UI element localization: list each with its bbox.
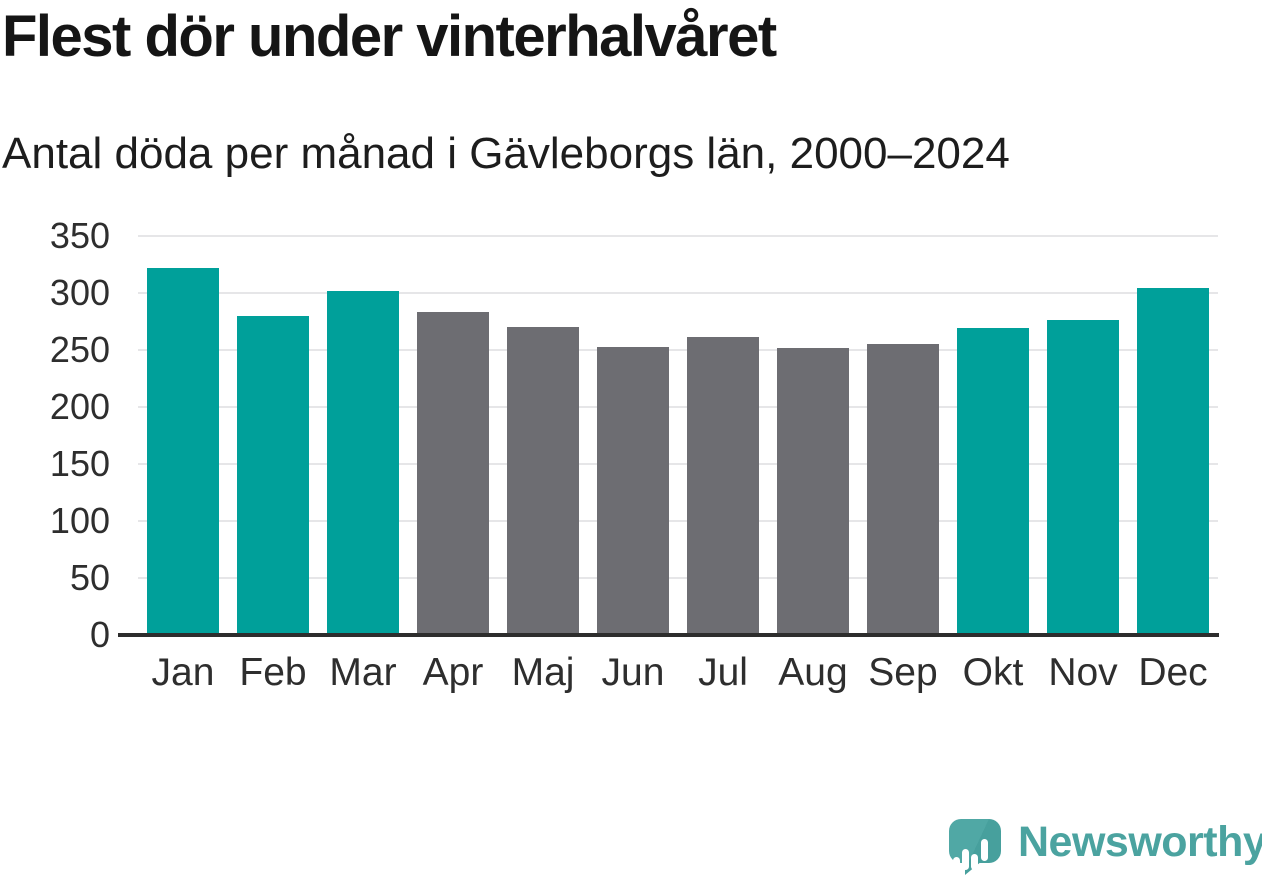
x-tick-label-jul: Jul [698, 651, 748, 694]
brand-name: Newsworthy [1018, 818, 1262, 866]
logo-bar-chart-icon [962, 849, 969, 870]
newsworthy-logo-icon [945, 810, 1003, 877]
y-tick-label-100: 100 [49, 500, 110, 541]
logo-bar-chart-icon [953, 857, 960, 870]
bar-jul [687, 337, 759, 635]
x-tick-label-maj: Maj [511, 651, 575, 694]
x-tick-label-feb: Feb [239, 651, 307, 694]
x-tick-label-dec: Dec [1138, 651, 1208, 694]
y-tick-label-50: 50 [69, 557, 110, 598]
y-tick-label-350: 350 [49, 215, 110, 256]
chart-subtitle: Antal döda per månad i Gävleborgs län, 2… [2, 129, 1010, 178]
x-tick-label-jan: Jan [151, 651, 215, 694]
gridline-100 [138, 520, 1218, 523]
gridline-350 [138, 235, 1218, 237]
y-tick-label-300: 300 [49, 272, 110, 313]
bar-apr [417, 312, 489, 635]
y-tick-label-200: 200 [49, 386, 110, 427]
y-tick-label-0: 0 [89, 614, 110, 655]
x-axis-line [118, 633, 1219, 637]
brand-logo: Newsworthy [945, 810, 1262, 877]
gridline-200 [138, 406, 1218, 409]
bar-nov [1047, 320, 1119, 635]
y-tick-label-250: 250 [49, 329, 110, 370]
logo-exclamation-icon [981, 839, 988, 861]
bar-sep [867, 344, 939, 635]
bar-jan [147, 267, 219, 635]
gridline-50 [138, 577, 1218, 580]
x-tick-label-jun: Jun [601, 651, 665, 694]
bar-maj [507, 327, 579, 635]
bar-okt [957, 328, 1029, 635]
logo-exclamation-dot-icon [981, 863, 988, 870]
x-tick-label-okt: Okt [962, 651, 1024, 694]
x-tick-label-mar: Mar [329, 651, 397, 694]
gridline-250 [138, 349, 1218, 351]
bar-feb [237, 315, 309, 635]
bar-aug [777, 347, 849, 635]
gridline-300 [138, 292, 1218, 294]
bar-jun [597, 346, 669, 635]
gridline-150 [138, 463, 1218, 465]
x-tick-label-aug: Aug [778, 651, 848, 694]
bar-mar [327, 290, 399, 635]
x-tick-label-nov: Nov [1048, 651, 1118, 694]
chart-title: Flest dör under vinterhalvåret [2, 4, 777, 69]
x-tick-label-apr: Apr [422, 651, 484, 694]
plot-area: 0 50 100 150 200 250 300 350 Jan Feb Mar Apr Maj Jun J… [50, 215, 1219, 694]
x-tick-label-sep: Sep [868, 651, 938, 694]
logo-bar-chart-icon [971, 854, 978, 870]
bar-dec [1137, 288, 1209, 635]
y-tick-label-150: 150 [49, 443, 110, 484]
